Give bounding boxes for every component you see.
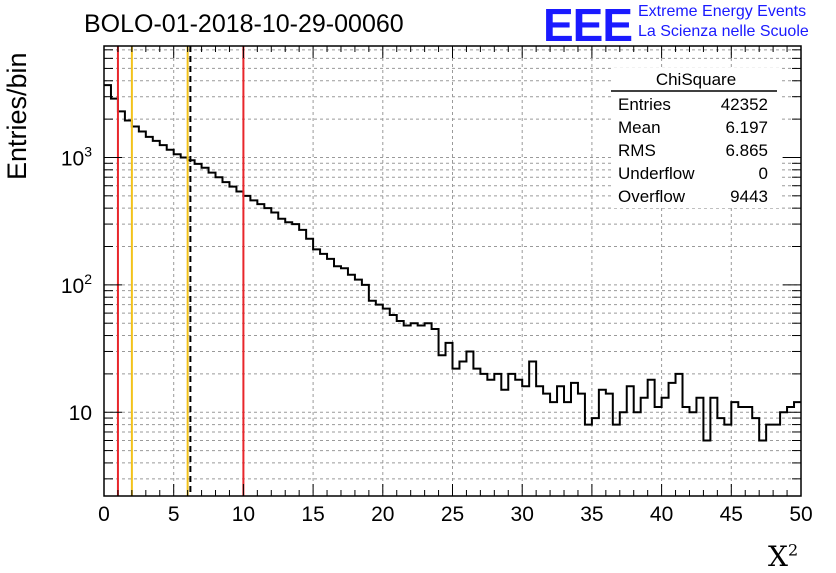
stats-row-value: 9443: [730, 187, 768, 206]
y-tick-label-base: 10: [69, 402, 92, 425]
y-tick-label-base: 10: [61, 147, 84, 170]
x-tick-label: 35: [580, 503, 603, 526]
eee-logo: EEE: [543, 0, 633, 51]
x-tick-label: 5: [168, 503, 180, 526]
x-tick-label: 40: [650, 503, 673, 526]
x-tick-label: 25: [441, 503, 464, 526]
y-tick-label: 103: [61, 143, 92, 170]
stats-row-value: 0: [759, 164, 768, 183]
stats-row-label: Mean: [618, 118, 661, 137]
y-tick-label-base: 10: [61, 275, 84, 298]
x-tick-label: 50: [789, 503, 812, 526]
y-tick-label-exponent: 2: [84, 271, 92, 287]
x-tick-label: 10: [232, 503, 255, 526]
logo-text-line2: La Scienza nelle Scuole: [638, 23, 809, 40]
x-axis-label-exponent: 2: [787, 540, 799, 560]
y-tick-label: 102: [61, 271, 92, 298]
x-axis-label-base: X: [768, 540, 788, 573]
x-tick-label: 0: [98, 503, 110, 526]
stats-row-label: RMS: [618, 141, 656, 160]
y-tick-label: 10: [69, 402, 92, 425]
stats-row-value: 6.865: [725, 141, 768, 160]
stats-box-name: ChiSquare: [656, 70, 736, 89]
stats-row-value: 6.197: [725, 118, 768, 137]
chart-title: BOLO-01-2018-10-29-00060: [84, 10, 404, 38]
x-tick-label: 45: [720, 503, 743, 526]
y-tick-label-exponent: 3: [84, 143, 92, 159]
x-tick-label: 30: [511, 503, 534, 526]
x-axis-label: X2: [768, 540, 798, 573]
stats-row-value: 42352: [721, 95, 768, 114]
stats-row-label: Underflow: [618, 164, 695, 183]
x-tick-label: 15: [301, 503, 324, 526]
histogram-series: [104, 84, 801, 442]
stats-row-label: Entries: [618, 95, 671, 114]
stats-row-label: Overflow: [618, 187, 686, 206]
x-tick-label: 20: [371, 503, 394, 526]
logo-text-line1: Extreme Energy Events: [638, 3, 807, 20]
